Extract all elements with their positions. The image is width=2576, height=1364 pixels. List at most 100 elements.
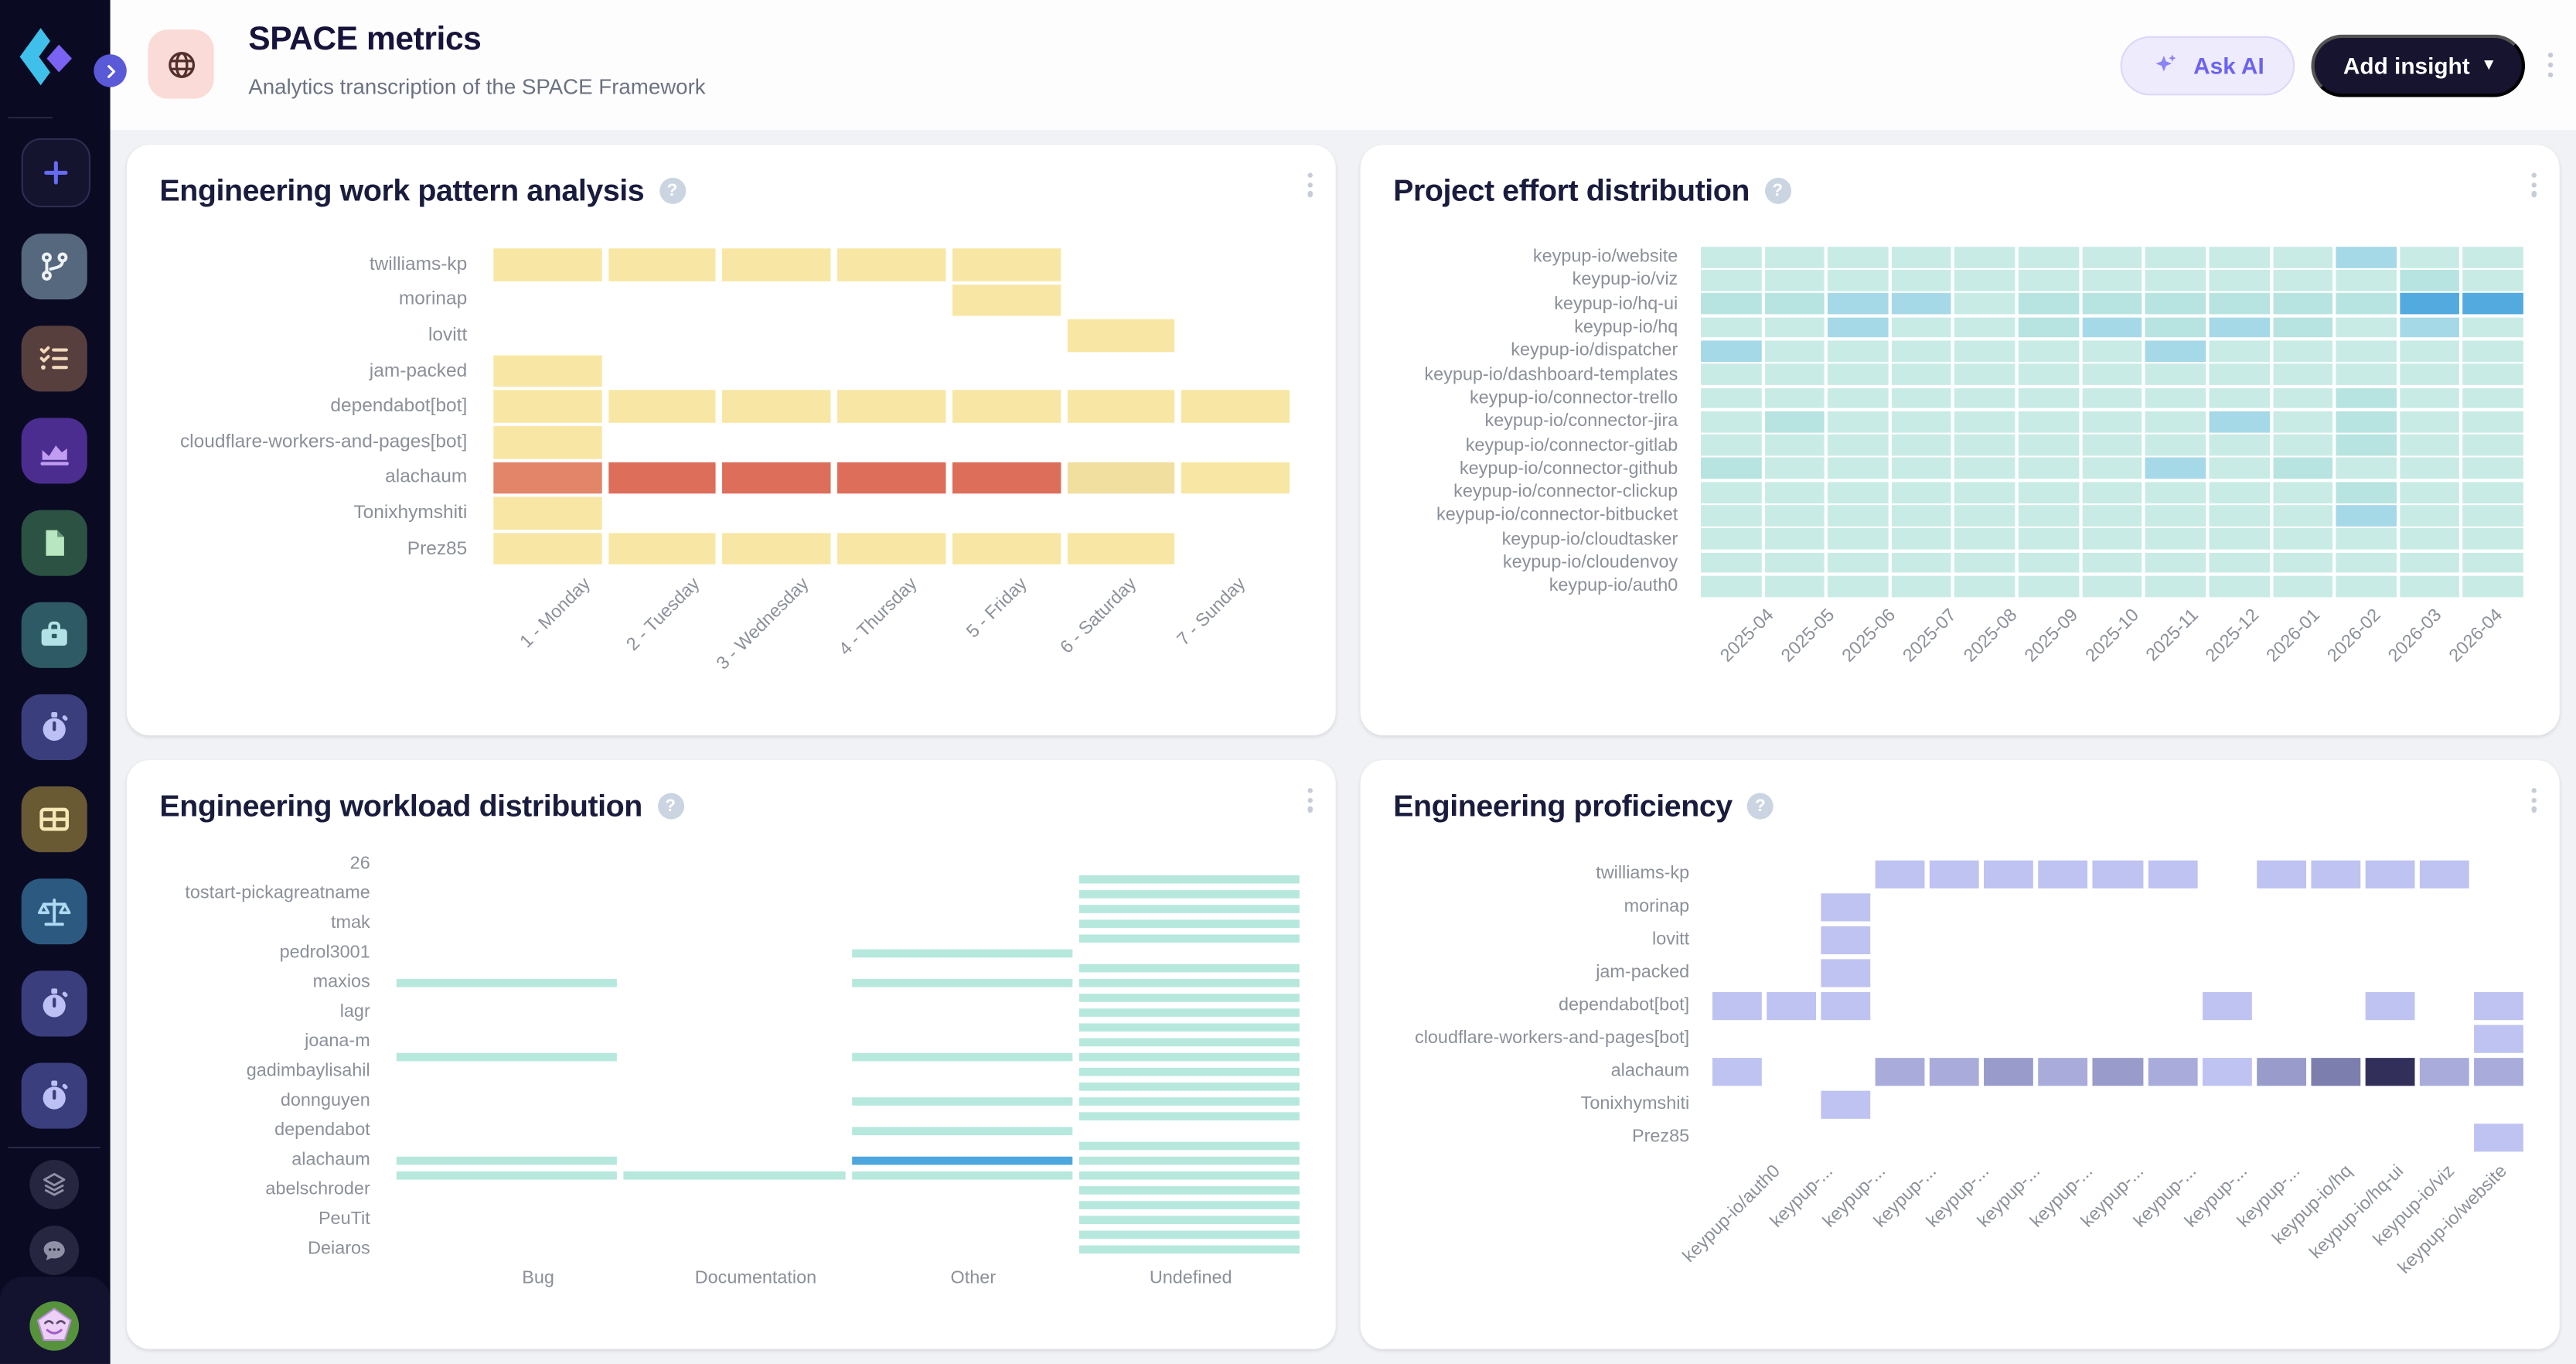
heatmap-cell[interactable] [2462, 316, 2523, 339]
heatmap-cell[interactable] [1078, 1022, 1300, 1032]
heatmap-cell[interactable] [1954, 293, 2015, 315]
heatmap-cell[interactable] [1821, 991, 1871, 1020]
heatmap-cell[interactable] [2336, 528, 2397, 550]
heatmap-cell[interactable] [2018, 505, 2079, 527]
heatmap-cell[interactable] [2462, 458, 2523, 479]
heatmap-cell[interactable] [2462, 293, 2523, 315]
heatmap-cell[interactable] [1828, 387, 1889, 409]
heatmap-cell[interactable] [2145, 411, 2206, 432]
sidebar-layers-button[interactable] [22, 1157, 87, 1211]
heatmap-cell[interactable] [1078, 1215, 1300, 1225]
heatmap-cell[interactable] [1078, 1037, 1300, 1048]
heatmap-cell[interactable] [2145, 505, 2206, 527]
heatmap-cell[interactable] [1954, 481, 2015, 503]
heatmap-cell[interactable] [1984, 1057, 2034, 1086]
sidebar-item-documents-tile[interactable] [21, 510, 87, 576]
heatmap-cell[interactable] [2082, 387, 2142, 409]
sidebar-collapse-button[interactable] [94, 54, 127, 87]
sidebar-item-git-tile[interactable] [21, 234, 87, 300]
heatmap-cell[interactable] [1764, 246, 1825, 268]
heatmap-cell[interactable] [608, 532, 717, 565]
heatmap-cell[interactable] [1954, 270, 2015, 292]
heatmap-cell[interactable] [2462, 270, 2523, 292]
heatmap-cell[interactable] [1078, 904, 1300, 914]
heatmap-cell[interactable] [2336, 363, 2397, 385]
heatmap-cell[interactable] [952, 284, 1061, 316]
heatmap-cell[interactable] [1891, 340, 1952, 362]
heatmap-cell[interactable] [1078, 933, 1300, 944]
heatmap-cell[interactable] [396, 1052, 618, 1062]
heatmap-cell[interactable] [851, 1171, 1072, 1181]
heatmap-cell[interactable] [1876, 1057, 1925, 1086]
heatmap-cell[interactable] [2145, 340, 2206, 362]
heatmap-cell[interactable] [1821, 892, 1871, 921]
heatmap-cell[interactable] [2336, 270, 2397, 292]
heatmap-cell[interactable] [952, 248, 1061, 281]
heatmap-cell[interactable] [2365, 859, 2415, 888]
sidebar-item-dashboards-tile[interactable] [21, 786, 87, 853]
heatmap-cell[interactable] [2272, 293, 2333, 315]
heatmap-cell[interactable] [1078, 1185, 1300, 1195]
heatmap-cell[interactable] [1821, 958, 1871, 987]
heatmap-cell[interactable] [1078, 978, 1300, 988]
heatmap-cell[interactable] [1828, 481, 1889, 503]
heatmap-cell[interactable] [2399, 505, 2460, 527]
heatmap-cell[interactable] [493, 390, 602, 423]
sidebar-item-tasks-tile[interactable] [21, 326, 87, 392]
heatmap-cell[interactable] [2272, 481, 2333, 503]
heatmap-cell[interactable] [1891, 316, 1952, 339]
heatmap-cell[interactable] [2272, 270, 2333, 292]
heatmap-cell[interactable] [2272, 505, 2333, 527]
heatmap-cell[interactable] [1764, 363, 1825, 385]
heatmap-cell[interactable] [1891, 411, 1952, 432]
heatmap-cell[interactable] [1078, 1244, 1300, 1255]
heatmap-cell[interactable] [2147, 859, 2197, 888]
heatmap-cell[interactable] [1078, 1052, 1300, 1062]
heatmap-cell[interactable] [2336, 434, 2397, 456]
heatmap-cell[interactable] [2209, 387, 2270, 409]
heatmap-cell[interactable] [2473, 1123, 2523, 1151]
heatmap-cell[interactable] [2082, 528, 2142, 550]
heatmap-cell[interactable] [608, 248, 717, 281]
heatmap-cell[interactable] [2018, 411, 2079, 432]
heatmap-cell[interactable] [1066, 319, 1175, 352]
heatmap-cell[interactable] [1828, 270, 1889, 292]
heatmap-cell[interactable] [2082, 293, 2142, 315]
heatmap-cell[interactable] [2462, 575, 2523, 597]
heatmap-cell[interactable] [1181, 462, 1290, 494]
heatmap-cell[interactable] [1891, 434, 1952, 456]
heatmap-cell[interactable] [1954, 552, 2015, 574]
heatmap-cell[interactable] [1701, 316, 1761, 339]
heatmap-cell[interactable] [1891, 481, 1952, 503]
card-menu-button[interactable] [1301, 166, 1320, 203]
heatmap-cell[interactable] [2018, 552, 2079, 574]
heatmap-cell[interactable] [1764, 552, 1825, 574]
heatmap-cell[interactable] [1954, 316, 2015, 339]
heatmap-cell[interactable] [1078, 1229, 1300, 1240]
heatmap-cell[interactable] [1701, 505, 1761, 527]
heatmap-cell[interactable] [1701, 552, 1761, 574]
heatmap-cell[interactable] [2145, 528, 2206, 550]
heatmap-cell[interactable] [2145, 481, 2206, 503]
heatmap-cell[interactable] [2310, 1057, 2360, 1086]
heatmap-cell[interactable] [396, 978, 618, 988]
heatmap-cell[interactable] [2018, 246, 2079, 268]
heatmap-cell[interactable] [1078, 1008, 1300, 1018]
heatmap-cell[interactable] [1066, 390, 1175, 423]
heatmap-cell[interactable] [1078, 1067, 1300, 1077]
heatmap-cell[interactable] [1764, 481, 1825, 503]
heatmap-cell[interactable] [1078, 1096, 1300, 1107]
heatmap-cell[interactable] [2093, 1057, 2143, 1086]
heatmap-cell[interactable] [1078, 1082, 1300, 1092]
heatmap-cell[interactable] [2082, 481, 2142, 503]
heatmap-cell[interactable] [1954, 340, 2015, 362]
heatmap-cell[interactable] [2310, 859, 2360, 888]
heatmap-cell[interactable] [1891, 387, 1952, 409]
heatmap-cell[interactable] [2209, 458, 2270, 479]
heatmap-cell[interactable] [2473, 1057, 2523, 1086]
heatmap-cell[interactable] [493, 426, 602, 459]
heatmap-cell[interactable] [1821, 1089, 1871, 1118]
heatmap-cell[interactable] [2082, 575, 2142, 597]
heatmap-cell[interactable] [2462, 505, 2523, 527]
heatmap-cell[interactable] [1828, 316, 1889, 339]
